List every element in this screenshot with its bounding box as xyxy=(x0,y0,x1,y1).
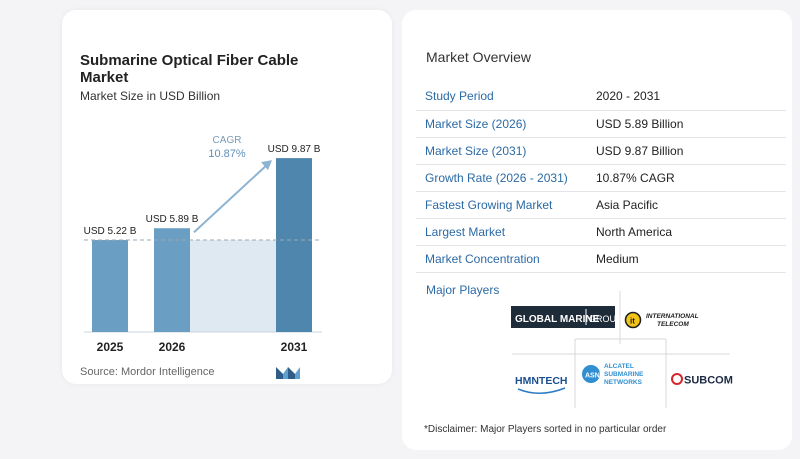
mordor-logo-icon xyxy=(276,367,300,379)
overview-row: Largest Market North America xyxy=(416,218,786,246)
major-players-title: Major Players xyxy=(426,283,500,297)
chart-title: Submarine Optical Fiber Cable Market xyxy=(80,52,299,86)
overview-table: Study Period 2020 - 2031 Market Size (20… xyxy=(416,83,786,273)
overview-title: Market Overview xyxy=(426,49,532,65)
major-players-logos: GLOBAL MARINE GROUP it INTERNATIONAL TEL… xyxy=(511,291,733,408)
overview-key: Largest Market xyxy=(416,218,596,246)
cagr-arrow-head xyxy=(261,160,272,171)
overview-value: USD 9.87 Billion xyxy=(596,137,786,165)
cagr-value: 10.87% xyxy=(208,148,246,160)
alcatel-submarine-networks-logo: ASN ALCATEL SUBMARINE NETWORKS xyxy=(582,363,644,386)
overview-row: Growth Rate (2026 - 2031) 10.87% CAGR xyxy=(416,164,786,192)
overview-value: 10.87% CAGR xyxy=(596,164,786,192)
overview-value: 2020 - 2031 xyxy=(596,83,786,111)
logo-text: SUBCOM xyxy=(684,375,733,387)
svg-text:it: it xyxy=(630,317,635,326)
overview-value: North America xyxy=(596,218,786,246)
bar xyxy=(92,240,128,332)
overview-key: Fastest Growing Market xyxy=(416,191,596,219)
logo-text: GROUP xyxy=(589,314,622,324)
x-tick-label: 2031 xyxy=(281,340,308,354)
chart-subtitle: Market Size in USD Billion xyxy=(80,89,221,103)
overview-row: Market Concentration Medium xyxy=(416,245,786,273)
overview-key: Market Size (2031) xyxy=(416,137,596,165)
bar-value-label: USD 5.89 B xyxy=(146,214,199,225)
hmn-tech-logo: HMNTECH xyxy=(515,375,568,394)
overview-value: Asia Pacific xyxy=(596,191,786,219)
bar-chart: USD 5.22 B 2025 USD 5.89 B 2026 USD 9.87 B 20… xyxy=(84,135,322,354)
bar-value-label: USD 5.22 B xyxy=(84,226,137,237)
overview-value: Medium xyxy=(596,245,786,273)
subcom-logo: SUBCOM xyxy=(671,373,733,387)
global-marine-group-logo: GLOBAL MARINE GROUP xyxy=(511,306,622,328)
overview-value: USD 5.89 Billion xyxy=(596,110,786,138)
bar-value-label: USD 9.87 B xyxy=(268,144,321,155)
overview-row: Market Size (2031) USD 9.87 Billion xyxy=(416,137,786,165)
logo-text: GLOBAL MARINE xyxy=(515,314,600,325)
x-tick-label: 2026 xyxy=(159,340,186,354)
overview-row: Fastest Growing Market Asia Pacific xyxy=(416,191,786,219)
overview-key: Growth Rate (2026 - 2031) xyxy=(416,164,596,192)
cagr-label: CAGR xyxy=(213,135,242,146)
logo-text: INTERNATIONAL xyxy=(646,313,699,320)
overview-row: Market Size (2026) USD 5.89 Billion xyxy=(416,110,786,138)
overview-key: Study Period xyxy=(416,83,596,111)
overview-row: Study Period 2020 - 2031 xyxy=(416,83,786,111)
overview-key: Market Concentration xyxy=(416,245,596,273)
chart-card: Submarine Optical Fiber Cable Market Mar… xyxy=(62,10,392,384)
logo-text: ALCATEL xyxy=(604,363,634,370)
international-telecom-logo: it INTERNATIONAL TELECOM xyxy=(624,311,699,329)
x-tick-label: 2025 xyxy=(97,340,124,354)
logo-text: HMNTECH xyxy=(515,375,568,387)
disclaimer-text: *Disclaimer: Major Players sorted in no … xyxy=(424,424,667,435)
overview-key: Market Size (2026) xyxy=(416,110,596,138)
bar xyxy=(154,228,190,332)
svg-text:ASN: ASN xyxy=(585,373,600,380)
logo-text: TELECOM xyxy=(657,321,689,328)
logo-text: NETWORKS xyxy=(604,379,643,386)
cagr-arrow-line xyxy=(193,161,271,233)
overview-card: Market Overview Study Period 2020 - 2031… xyxy=(402,10,792,450)
logo-text: SUBMARINE xyxy=(604,371,644,378)
source-text: Source: Mordor Intelligence xyxy=(80,366,215,378)
bar xyxy=(276,158,312,332)
